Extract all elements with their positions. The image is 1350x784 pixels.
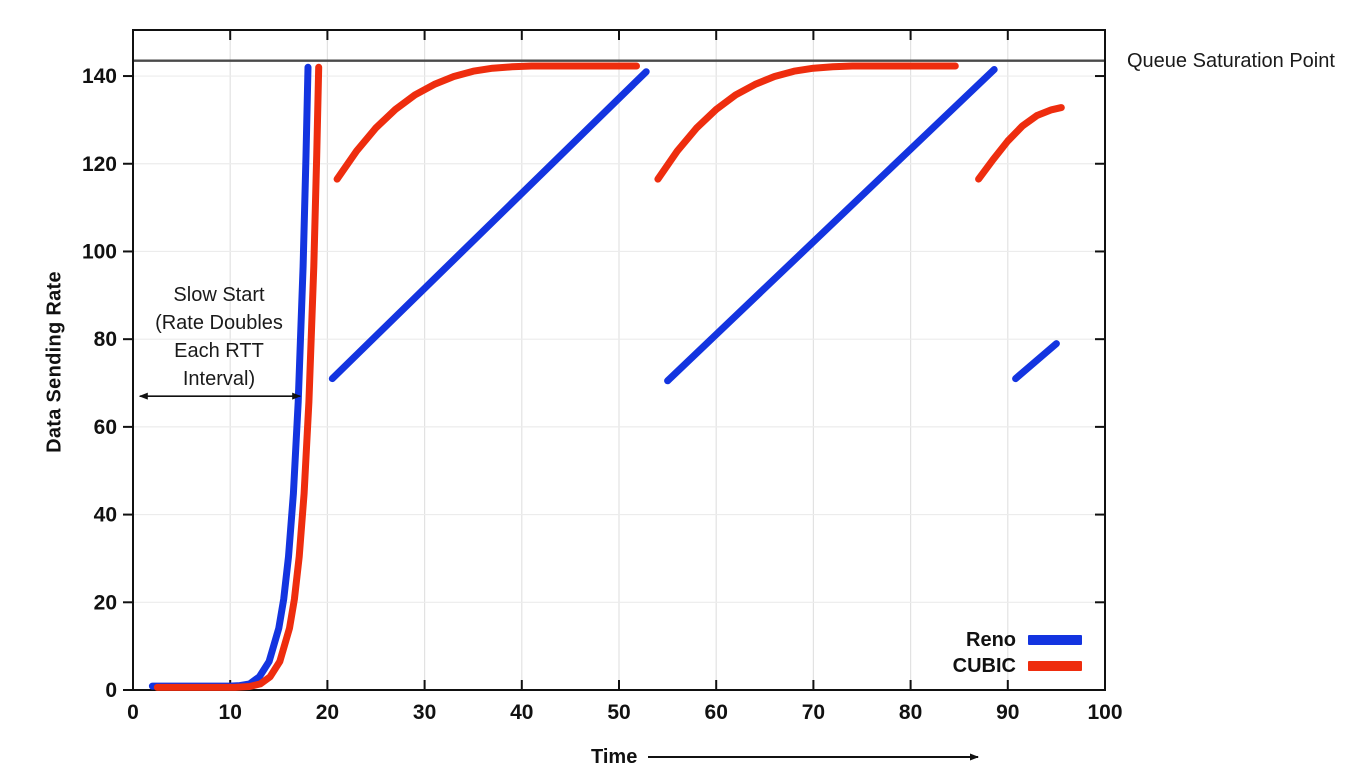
legend-label-cubic: CUBIC bbox=[952, 654, 1016, 677]
legend-row-reno: Reno bbox=[953, 629, 1082, 651]
annotation-line: Interval) bbox=[182, 368, 256, 390]
y-axis-label: Data Sending Rate bbox=[43, 271, 66, 453]
reno-line bbox=[1012, 340, 1060, 383]
reno-line bbox=[328, 68, 650, 383]
x-tick-label: 0 bbox=[127, 701, 139, 724]
annotation-line: Slow Start bbox=[173, 284, 265, 306]
cubic-line bbox=[654, 62, 959, 183]
y-tick-label: 80 bbox=[94, 328, 117, 351]
plot-frame bbox=[132, 29, 1106, 691]
cubic-line bbox=[153, 63, 323, 691]
x-tick-label: 20 bbox=[316, 701, 339, 724]
cubic-line bbox=[975, 104, 1065, 183]
legend-swatch-reno bbox=[1028, 635, 1082, 645]
y-tick-label: 100 bbox=[82, 240, 117, 263]
annotation-arrows bbox=[138, 392, 979, 761]
annotation-line: (Rate Doubles bbox=[155, 312, 283, 334]
x-tick-label: 10 bbox=[219, 701, 242, 724]
queue-saturation-label: Queue Saturation Point bbox=[1127, 50, 1335, 72]
slow-start-annotation: Slow Start (Rate Doubles Each RTT Interv… bbox=[133, 281, 305, 393]
legend-row-cubic: CUBIC bbox=[953, 655, 1082, 677]
x-tick-label: 100 bbox=[1087, 701, 1122, 724]
tick-labels: 0 10 20 30 40 50 60 70 80 90 100 0 20 40 60 80 100 120 140 bbox=[82, 65, 1123, 724]
cubic-line bbox=[333, 62, 640, 183]
reno-line bbox=[664, 66, 998, 385]
y-tick-label: 20 bbox=[94, 591, 117, 614]
y-tick-label: 140 bbox=[82, 65, 117, 88]
x-axis-label: Time bbox=[591, 746, 638, 768]
legend-label-reno: Reno bbox=[966, 628, 1016, 651]
annotation-line: Each RTT bbox=[174, 340, 264, 362]
y-tick-label: 40 bbox=[94, 504, 117, 527]
legend-swatch-cubic bbox=[1028, 661, 1082, 671]
plot-border bbox=[132, 29, 1106, 691]
y-tick-label: 0 bbox=[105, 679, 117, 702]
x-tick-label: 50 bbox=[607, 701, 630, 724]
x-tick-label: 30 bbox=[413, 701, 436, 724]
legend: Reno CUBIC bbox=[953, 629, 1082, 677]
y-tick-label: 60 bbox=[94, 416, 117, 439]
x-tick-label: 40 bbox=[510, 701, 533, 724]
x-tick-label: 70 bbox=[802, 701, 825, 724]
data-series bbox=[148, 62, 1065, 691]
x-tick-label: 90 bbox=[996, 701, 1019, 724]
x-tick-label: 80 bbox=[899, 701, 922, 724]
x-tick-label: 60 bbox=[705, 701, 728, 724]
y-tick-label: 120 bbox=[82, 153, 117, 176]
